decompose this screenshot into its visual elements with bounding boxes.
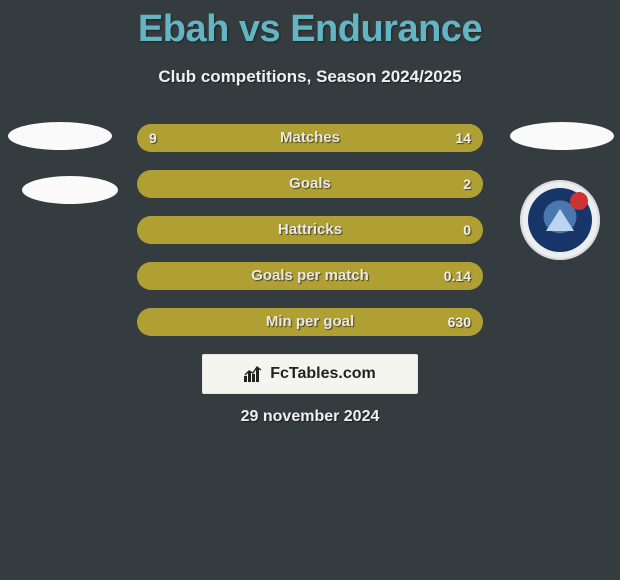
stats-bars: 914Matches 2Goals 0Hattricks 0.14Goals per …	[137, 124, 483, 354]
stat-label: Hattricks	[137, 216, 483, 244]
club-crest	[520, 180, 600, 260]
player-right-photo-placeholder	[510, 122, 614, 150]
stat-label: Goals	[137, 170, 483, 198]
crest-triangle-icon	[546, 209, 574, 231]
stat-label: Goals per match	[137, 262, 483, 290]
club-crest-inner	[528, 188, 592, 252]
stat-bar: 630Min per goal	[137, 308, 483, 336]
player-left-club-placeholder	[22, 176, 118, 204]
snapshot-date: 29 november 2024	[0, 408, 620, 426]
stat-bar: 914Matches	[137, 124, 483, 152]
fctables-badge[interactable]: FcTables.com	[202, 354, 418, 394]
player-left-photo-placeholder	[8, 122, 112, 150]
stat-bar: 0Hattricks	[137, 216, 483, 244]
page-title: Ebah vs Endurance	[0, 0, 620, 51]
stat-bar: 0.14Goals per match	[137, 262, 483, 290]
stat-label: Min per goal	[137, 308, 483, 336]
crest-ball-icon	[570, 192, 588, 210]
stat-bar: 2Goals	[137, 170, 483, 198]
page-subtitle: Club competitions, Season 2024/2025	[0, 67, 620, 87]
fctables-badge-text: FcTables.com	[270, 365, 376, 383]
stat-label: Matches	[137, 124, 483, 152]
bar-chart-icon	[244, 366, 264, 382]
